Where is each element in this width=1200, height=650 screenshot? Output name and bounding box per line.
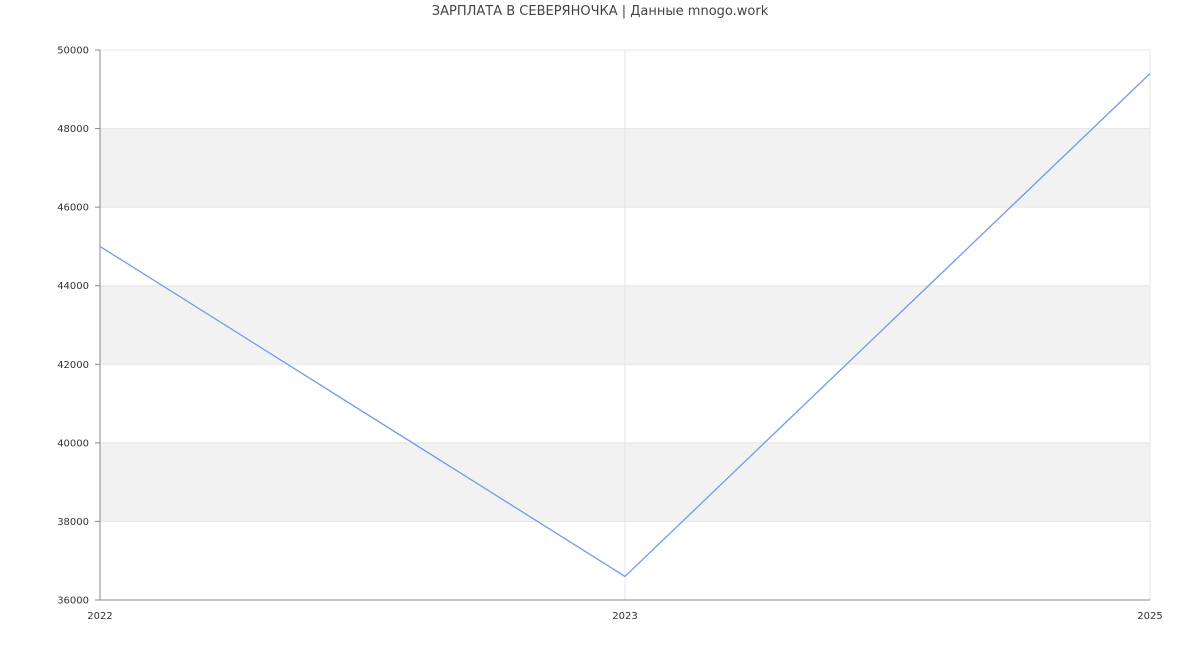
y-tick-label: 42000	[57, 360, 89, 371]
y-tick-label: 38000	[57, 517, 89, 528]
y-tick-label: 46000	[57, 203, 89, 214]
x-tick-label: 2023	[612, 611, 637, 622]
y-tick-label: 40000	[57, 438, 89, 449]
x-tick-label: 2025	[1137, 611, 1162, 622]
y-tick-label: 50000	[57, 46, 89, 57]
y-tick-label: 36000	[57, 596, 89, 607]
y-tick-label: 44000	[57, 281, 89, 292]
x-tick-label: 2022	[87, 611, 112, 622]
y-tick-label: 48000	[57, 124, 89, 135]
chart-title: ЗАРПЛАТА В СЕВЕРЯНОЧКА | Данные mnogo.wo…	[431, 4, 769, 19]
